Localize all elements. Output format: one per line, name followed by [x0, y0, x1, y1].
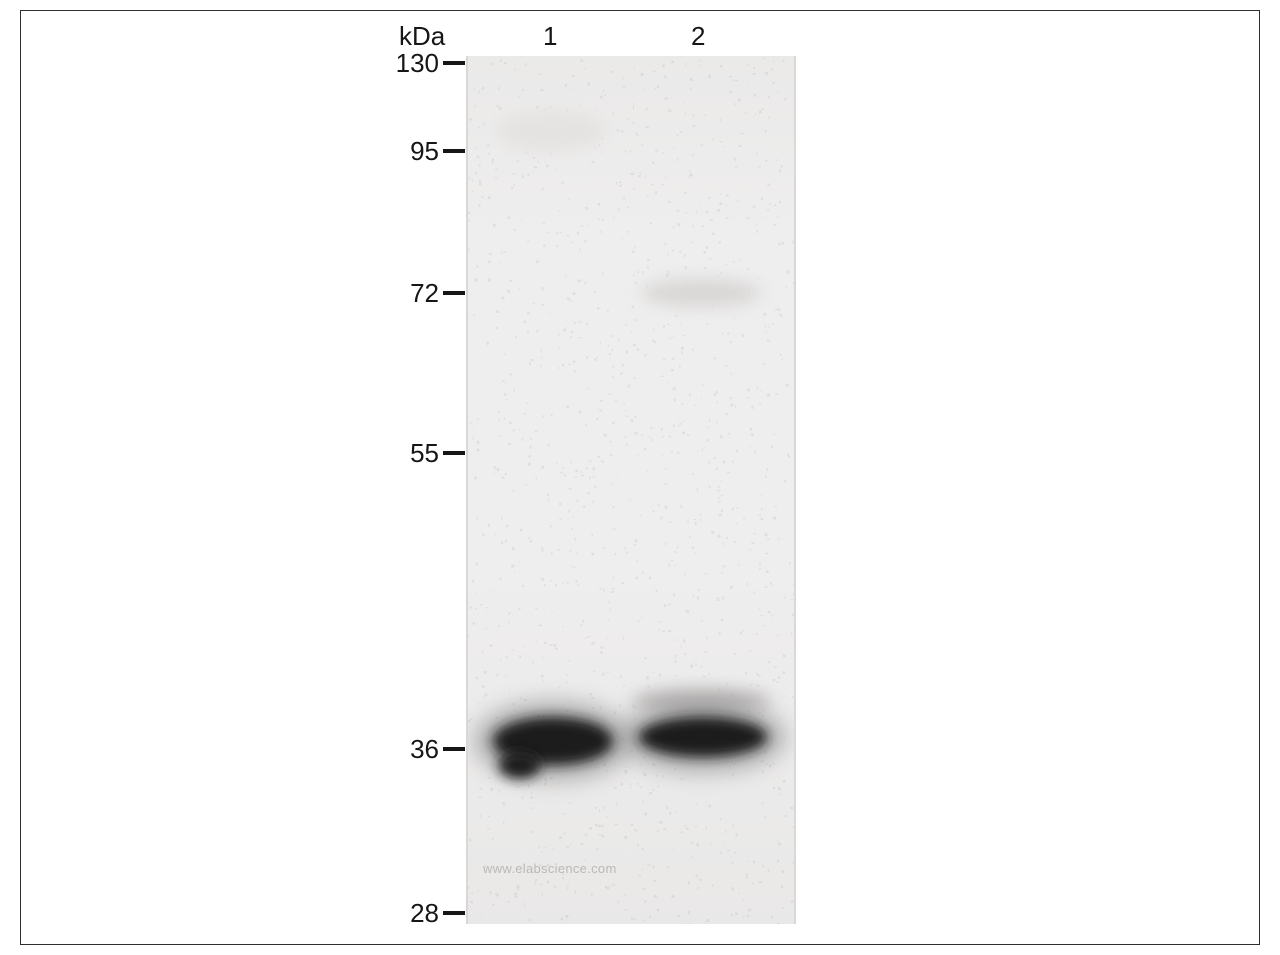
mw-marker-label: 55: [410, 438, 439, 469]
mw-marker-label: 72: [410, 278, 439, 309]
blot-svg: [466, 56, 796, 924]
mw-marker-tick: [443, 911, 465, 915]
mw-marker-tick: [443, 149, 465, 153]
blot-membrane: [466, 56, 796, 924]
mw-marker-tick: [443, 451, 465, 455]
lane-label: 2: [691, 21, 705, 52]
mw-marker-label: 95: [410, 136, 439, 167]
mw-marker-tick: [443, 747, 465, 751]
mw-marker-tick: [443, 291, 465, 295]
mw-marker-label: 28: [410, 898, 439, 929]
figure-frame: kDa www.elabscience.com 130957255362812: [20, 10, 1260, 945]
mw-marker-tick: [443, 61, 465, 65]
watermark-text: www.elabscience.com: [483, 861, 617, 876]
lane-label: 1: [543, 21, 557, 52]
mw-marker-label: 130: [396, 48, 439, 79]
mw-marker-label: 36: [410, 734, 439, 765]
